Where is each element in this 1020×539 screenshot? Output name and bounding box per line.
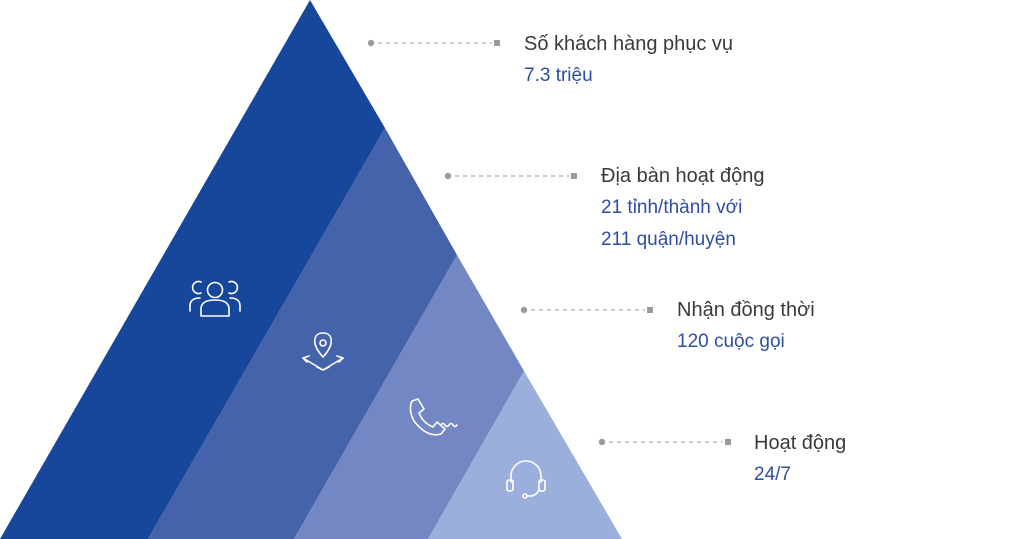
tier-2-value-line-1: 21 tỉnh/thành với: [601, 197, 743, 218]
tier-4-title: Hoạt động: [754, 432, 847, 454]
pyramid-band-4: [428, 371, 622, 539]
tier-1-value: 7.3 triệu: [524, 65, 593, 86]
connector-1: [367, 39, 500, 47]
connector-3: [520, 306, 653, 314]
pyramid-band-3: [294, 255, 524, 539]
tier-1-title: Số khách hàng phục vụ: [524, 33, 734, 55]
tier-3-callout: Nhận đồng thời 120 cuộc gọi: [677, 294, 815, 358]
tier-2-title: Địa bàn hoạt động: [601, 165, 765, 187]
pyramid-band-1: [0, 0, 385, 539]
tier-1-callout: Số khách hàng phục vụ 7.3 triệu: [524, 28, 733, 92]
connectors: [367, 39, 731, 446]
connector-4: [598, 438, 731, 446]
tier-3-value: 120 cuộc gọi: [677, 331, 785, 352]
tier-2-callout: Địa bàn hoạt động 21 tỉnh/thành với 211 …: [601, 160, 764, 256]
pyramid-band-2: [148, 128, 457, 539]
headset-icon: [506, 460, 546, 499]
map-location-pin-icon: [302, 332, 344, 371]
tier-2-value-line-2: 211 quận/huyện: [601, 229, 736, 250]
connector-2: [444, 172, 577, 180]
tier-3-title: Nhận đồng thời: [677, 299, 815, 321]
phone-handset-icon: [409, 398, 458, 436]
tier-4-value: 24/7: [754, 464, 791, 485]
people-group-icon: [189, 280, 241, 317]
tier-4-callout: Hoạt động 24/7: [754, 427, 846, 491]
